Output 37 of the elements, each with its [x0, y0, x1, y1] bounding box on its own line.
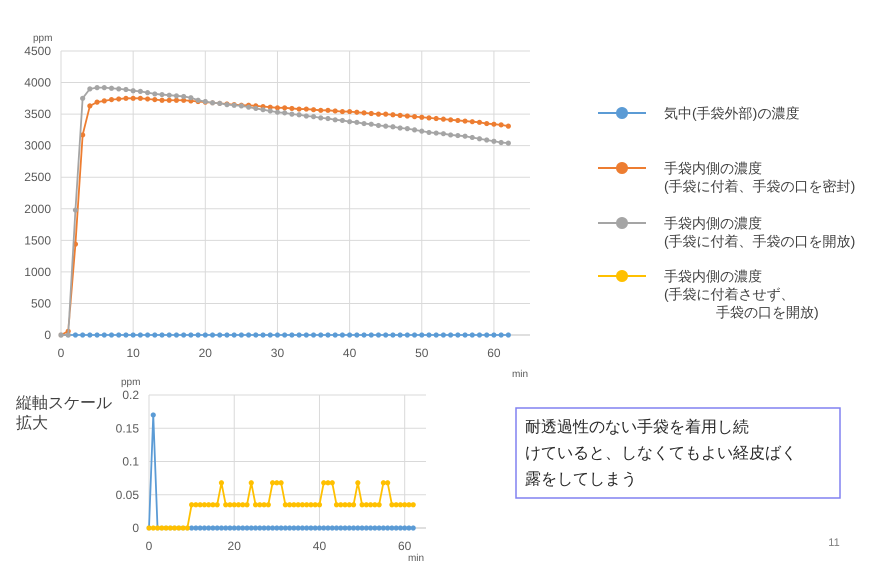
x-tick-label: 0 [146, 539, 153, 553]
legend-label: 気中(手袋外部)の濃度 [664, 105, 800, 121]
y-tick-label: 4500 [24, 44, 52, 58]
y-tick-label: 4000 [24, 76, 52, 90]
x-tick-label: 30 [270, 346, 284, 360]
legend-label: 手袋内側の濃度(手袋に付着、手袋の口を開放) [664, 215, 856, 249]
y-tick-label: 3000 [24, 138, 52, 153]
x-tick-label: 60 [487, 346, 501, 360]
y-tick-label: 1500 [24, 233, 52, 248]
y-axis-title: ppm [33, 33, 52, 44]
y-tick-label: 0 [132, 521, 140, 535]
x-tick-label: 20 [198, 346, 212, 360]
y-tick-label: 2500 [24, 170, 52, 184]
x-axis-title: min [512, 369, 528, 380]
y-tick-label: 0.05 [116, 488, 140, 502]
x-tick-label: 0 [58, 346, 65, 360]
y-tick-label: 0.15 [116, 421, 140, 436]
y-tick-label: 0 [44, 328, 52, 342]
y-tick-label: 500 [30, 296, 52, 310]
text: 耐透過性のない手袋を着用し続けていると、しなくてもよい経皮ばく露をしてしまう [525, 418, 797, 488]
text: 11 [828, 537, 840, 549]
y-tick-label: 0.2 [122, 388, 140, 402]
legend-label: 手袋内側の濃度(手袋に付着させず、手袋の口を開放) [664, 268, 819, 320]
y-axis-title: ppm [121, 377, 140, 388]
y-tick-label: 3500 [24, 107, 52, 122]
y-tick-label: 2000 [24, 202, 52, 216]
x-tick-label: 20 [228, 539, 242, 553]
legend-label: 手袋内側の濃度(手袋に付着、手袋の口を密封) [664, 160, 856, 194]
x-tick-label: 60 [398, 539, 412, 553]
x-axis-title: min [408, 553, 424, 564]
x-tick-label: 10 [126, 346, 140, 360]
y-tick-label: 0.1 [122, 454, 140, 468]
x-tick-label: 40 [312, 539, 326, 553]
x-tick-label: 40 [342, 346, 357, 360]
text: 縦軸スケール拡大 [15, 394, 112, 432]
y-tick-label: 1000 [24, 264, 52, 279]
x-tick-label: 50 [415, 346, 429, 360]
